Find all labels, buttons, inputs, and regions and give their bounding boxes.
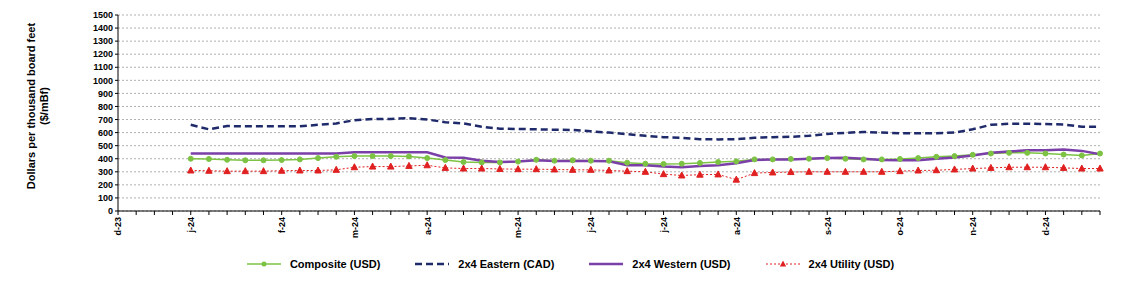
svg-text:200: 200 — [98, 180, 113, 190]
svg-text:m-24: m-24 — [513, 217, 523, 238]
svg-text:500: 500 — [98, 141, 113, 151]
svg-text:700: 700 — [98, 115, 113, 125]
svg-text:n-24: n-24 — [968, 217, 978, 236]
svg-text:d-24: d-24 — [1041, 217, 1051, 236]
svg-text:1000: 1000 — [93, 76, 113, 86]
svg-text:d-23: d-23 — [113, 217, 123, 236]
svg-text:o-24: o-24 — [895, 217, 905, 236]
html-text:2x4 Utility (USD): 2x4 Utility (USD) — [808, 258, 895, 270]
svg-text:a-24: a-24 — [423, 217, 433, 235]
html-text:($/mBf): ($/mBf) — [38, 86, 50, 125]
svg-text:1500: 1500 — [93, 10, 113, 20]
svg-text:m-24: m-24 — [350, 217, 360, 238]
svg-text:1200: 1200 — [93, 49, 113, 59]
svg-text:f-24: f-24 — [277, 217, 287, 233]
svg-text:800: 800 — [98, 102, 113, 112]
svg-text:600: 600 — [98, 128, 113, 138]
svg-text:300: 300 — [98, 167, 113, 177]
svg-text:400: 400 — [98, 154, 113, 164]
html-text:Composite (USD): Composite (USD) — [289, 258, 381, 270]
svg-text:s-24: s-24 — [823, 217, 833, 235]
svg-text:1400: 1400 — [93, 23, 113, 33]
svg-text:j-24: j-24 — [586, 217, 596, 234]
svg-text:a-24: a-24 — [732, 217, 742, 235]
svg-text:900: 900 — [98, 89, 113, 99]
html-text:2x4 Western (USD): 2x4 Western (USD) — [632, 258, 731, 270]
svg-text:1100: 1100 — [93, 62, 113, 72]
svg-text:100: 100 — [98, 193, 113, 203]
svg-text:j-24: j-24 — [186, 217, 196, 234]
html-text:2x4 Eastern (CAD): 2x4 Eastern (CAD) — [458, 258, 555, 270]
svg-text:1300: 1300 — [93, 36, 113, 46]
html-text:Dollars per thousand board fee: Dollars per thousand board feet — [25, 22, 37, 189]
svg-text:j-24: j-24 — [659, 217, 669, 234]
svg-text:0: 0 — [108, 206, 113, 216]
